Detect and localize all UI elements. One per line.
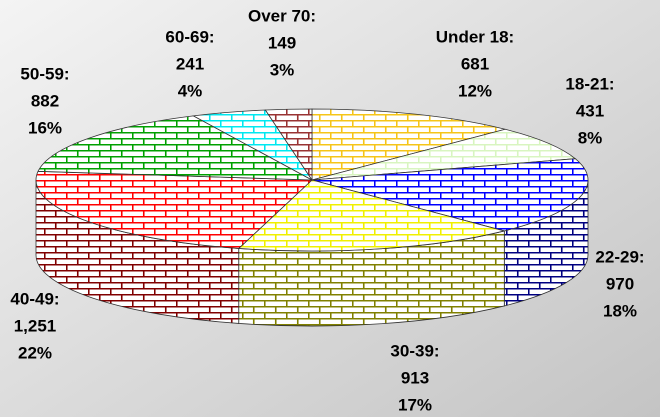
pie-slice <box>35 170 313 249</box>
slice-label: 18-21: <box>565 74 614 93</box>
pie-slice <box>264 108 313 182</box>
slice-label: 30-39: <box>390 341 439 360</box>
value-label: 1,251 <box>14 316 57 335</box>
percent-label: 17% <box>398 395 432 414</box>
slice-label: Under 18: <box>436 27 514 46</box>
percent-label: 3% <box>270 60 295 79</box>
value-label: 681 <box>461 54 489 73</box>
percent-label: 22% <box>18 343 52 362</box>
value-label: 882 <box>31 91 59 110</box>
percent-label: 8% <box>578 128 603 147</box>
value-label: 149 <box>268 33 296 52</box>
slice-label: 22-29: <box>595 247 644 266</box>
value-label: 431 <box>576 101 604 120</box>
percent-label: 16% <box>28 118 62 137</box>
pie-slice <box>237 179 505 252</box>
pie-slice <box>37 115 313 181</box>
slice-label: 50-59: <box>20 64 69 83</box>
pie-slice <box>311 128 577 181</box>
pie-slice <box>311 158 589 232</box>
percent-label: 12% <box>458 81 492 100</box>
slice-label: 40-49: <box>10 289 59 308</box>
slice-label: Over 70: <box>248 6 316 25</box>
value-label: 970 <box>606 274 634 293</box>
percent-label: 4% <box>178 81 203 100</box>
pie-slice <box>311 108 506 181</box>
percent-label: 18% <box>603 301 637 320</box>
slice-label: 60-69: <box>165 27 214 46</box>
value-label: 241 <box>176 54 204 73</box>
value-label: 913 <box>401 368 429 387</box>
